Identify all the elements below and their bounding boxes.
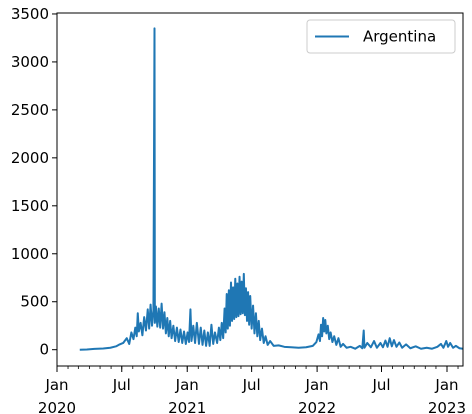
x-tick-year-2023: 2023	[428, 399, 466, 414]
x-tick-label-2021-07-01: Jul	[242, 376, 261, 394]
legend: Argentina	[306, 19, 456, 54]
x-tick-year-2020: 2020	[38, 399, 76, 414]
y-tick-label-1000: 1000	[11, 245, 49, 263]
plot-area	[79, 27, 464, 351]
x-tick-label-2022-07-01: Jul	[371, 376, 390, 394]
y-tick-label-2000: 2000	[11, 149, 49, 167]
axes-frame	[56, 12, 464, 367]
x-tick-year-2021: 2021	[168, 399, 206, 414]
y-tick-label-1500: 1500	[11, 197, 49, 215]
y-tick-label-500: 500	[20, 293, 49, 311]
x-tick-label-2023-01-01: Jan	[434, 376, 458, 394]
series-line-argentina	[79, 27, 464, 351]
y-tick-label-3000: 3000	[11, 53, 49, 71]
x-tick-year-2022: 2022	[298, 399, 336, 414]
x-axis: Jan 2020 Jul Jan 2021 Jul Jan 2022 Jul Jan 2023	[38, 366, 466, 414]
x-tick-label-2020-01-01: Jan	[44, 376, 68, 394]
x-tick-label-2021-01-01: Jan	[175, 376, 199, 394]
y-tick-label-2500: 2500	[11, 101, 49, 119]
x-tick-label-2020-07-01: Jul	[112, 376, 131, 394]
y-axis: 0 500 1000 1500 2000 2500 3000 3500	[11, 5, 57, 359]
legend-label: Argentina	[363, 28, 436, 46]
legend-box	[306, 19, 456, 54]
y-tick-label-0: 0	[39, 341, 49, 359]
y-tick-label-3500: 3500	[11, 5, 49, 23]
x-tick-label-2022-01-01: Jan	[305, 376, 329, 394]
